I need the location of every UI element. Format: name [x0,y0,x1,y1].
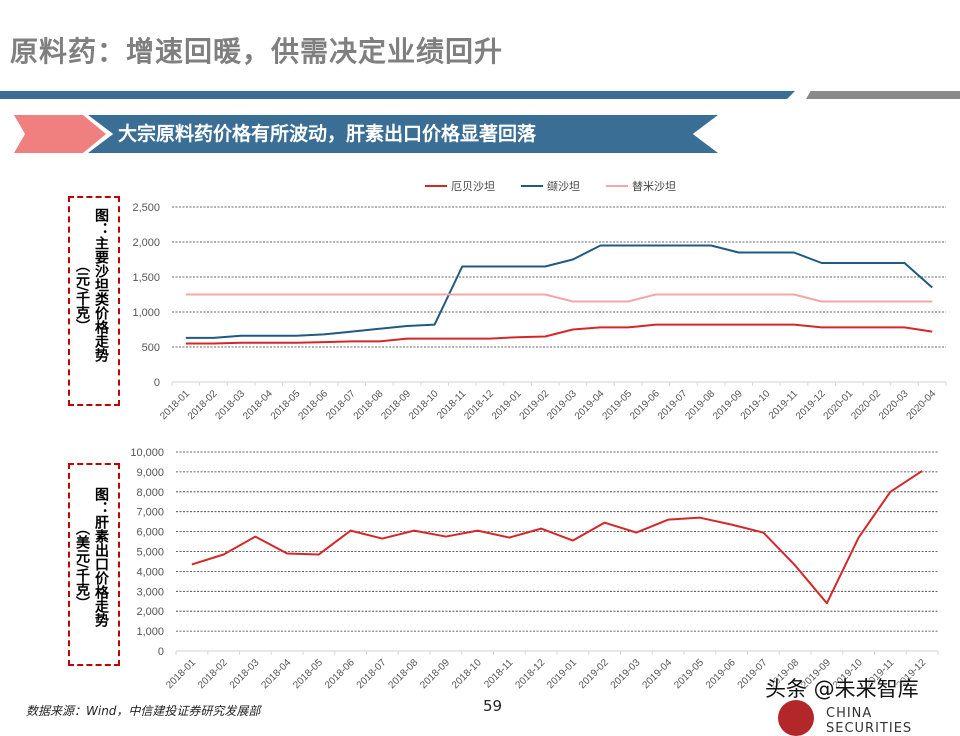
svg-text:0: 0 [158,646,164,658]
svg-text:6,000: 6,000 [136,527,164,539]
svg-text:2,500: 2,500 [132,202,160,214]
figure1-unit: （元/千克） [74,258,90,334]
svg-text:4,000: 4,000 [136,566,164,578]
page-title: 原料药：增速回暖，供需决定业绩回升 [10,35,504,68]
svg-text:2019-01: 2019-01 [545,657,579,691]
figure2-caption: 图：肝素出口价格走势 [93,487,109,627]
figure2-unit: （美元/千克） [74,521,90,611]
svg-text:2018-10: 2018-10 [450,657,484,691]
header-rule-blue [0,91,795,99]
svg-text:2019-02: 2019-02 [577,657,611,691]
svg-text:1,000: 1,000 [132,307,160,319]
svg-text:2018-02: 2018-02 [196,657,230,691]
svg-text:2018-11: 2018-11 [482,657,516,691]
svg-text:2018-09: 2018-09 [418,657,452,691]
svg-text:500: 500 [142,342,160,354]
chart2-heparin-export-price: 0 1,000 2,000 3,000 4,000 5,000 6,000 7,000 8,00… [130,447,939,691]
svg-text:10,000: 10,000 [130,447,164,459]
svg-text:2018-04: 2018-04 [260,657,294,691]
logo-text: CHINA SECURITIES [826,706,913,736]
svg-text:2020-04: 2020-04 [905,388,939,422]
banner-arrow-decoration [14,115,106,153]
svg-text:2018-06: 2018-06 [323,657,357,691]
svg-text:1,500: 1,500 [132,272,160,284]
svg-text:7,000: 7,000 [136,507,164,519]
legend-item: 替米沙坦 [606,178,676,194]
svg-text:2019-03: 2019-03 [609,657,643,691]
legend-item: 缬沙坦 [521,178,580,194]
svg-text:5,000: 5,000 [136,547,164,559]
svg-text:2019-05: 2019-05 [672,657,706,691]
header-rule-gray [806,91,960,99]
page-number: 59 [483,697,503,715]
svg-text:0: 0 [154,377,160,389]
svg-text:2018-10: 2018-10 [407,388,441,422]
data-source-note: 数据来源：Wind，中信建投证券研究发展部 [26,704,261,718]
svg-text:2,000: 2,000 [136,606,164,618]
legend-swatch-icon [425,185,447,187]
svg-text:2018-08: 2018-08 [387,657,421,691]
watermark: 头条 @未来智库 [765,677,919,701]
svg-text:8,000: 8,000 [136,487,164,499]
legend-item: 厄贝沙坦 [425,178,495,194]
china-securities-logo-icon [778,700,814,736]
legend-label: 缬沙坦 [547,180,580,193]
figure2-caption-box [68,463,120,666]
svg-text:9,000: 9,000 [136,467,164,479]
svg-text:1,000: 1,000 [136,626,164,638]
legend-label: 替米沙坦 [632,180,676,193]
banner-ribbon [88,115,718,153]
chart1-sartan-prices: 05001,0001,5002,0002,5002018-012018-0220… [132,202,947,422]
legend-swatch-icon [606,185,628,187]
svg-text:2019-10: 2019-10 [739,388,773,422]
figure1-caption: 图：主要沙坦类价格走势 [93,208,109,362]
legend-label: 厄贝沙坦 [451,180,495,193]
svg-text:3,000: 3,000 [136,586,164,598]
svg-text:2019-06: 2019-06 [704,657,738,691]
banner-text: 大宗原料药价格有所波动，肝素出口价格显著回落 [118,123,537,145]
svg-text:2018-05: 2018-05 [291,657,325,691]
chart1-legend: 厄贝沙坦 缬沙坦 替米沙坦 [425,178,676,194]
legend-swatch-icon [521,185,543,187]
svg-text:2018-07: 2018-07 [355,657,389,691]
svg-text:2018-03: 2018-03 [228,657,262,691]
svg-text:2,000: 2,000 [132,237,160,249]
svg-text:2018-01: 2018-01 [164,657,198,691]
svg-text:2018-12: 2018-12 [514,657,548,691]
svg-text:2019-04: 2019-04 [641,657,675,691]
figure1-caption-box [68,196,120,406]
